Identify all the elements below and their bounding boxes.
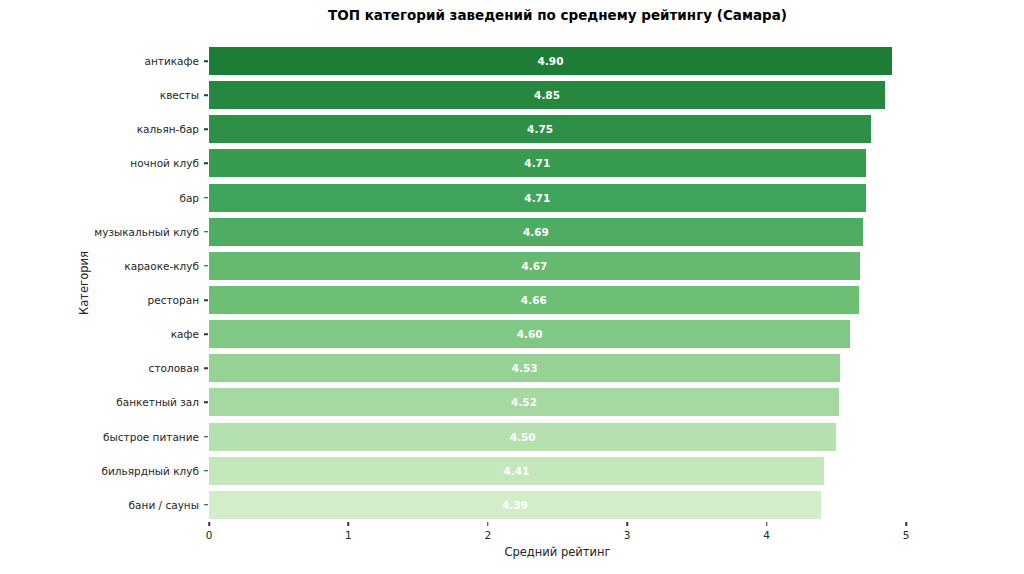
bar: 4.60 <box>209 320 850 348</box>
bar: 4.66 <box>209 286 859 314</box>
y-tick-mark <box>204 231 208 233</box>
bar-value-label: 4.75 <box>527 123 553 135</box>
x-tick-mark <box>766 522 768 526</box>
x-tick-mark <box>348 522 350 526</box>
category-label: быстрое питание <box>103 431 199 443</box>
chart-row: квесты4.85 <box>209 78 906 112</box>
x-tick-label: 1 <box>345 529 352 541</box>
chart-row: быстрое питание4.50 <box>209 420 906 454</box>
y-tick-mark <box>204 436 208 438</box>
bar-value-label: 4.52 <box>511 396 537 408</box>
category-label: бар <box>179 192 199 204</box>
category-label: караоке-клуб <box>124 260 199 272</box>
y-tick-mark <box>204 265 208 267</box>
x-tick-label: 0 <box>206 529 213 541</box>
y-tick-mark <box>204 504 208 506</box>
chart-row: караоке-клуб4.67 <box>209 249 906 283</box>
chart-title: ТОП категорий заведений по среднему рейт… <box>209 7 906 23</box>
bar-value-label: 4.67 <box>522 260 548 272</box>
chart-row: ночной клуб4.71 <box>209 146 906 180</box>
y-tick-mark <box>204 402 208 404</box>
figure: ТОП категорий заведений по среднему рейт… <box>0 0 1024 574</box>
bar-value-label: 4.41 <box>503 465 529 477</box>
chart-row: банкетный зал4.52 <box>209 385 906 419</box>
y-tick-mark <box>204 163 208 165</box>
x-tick-label: 4 <box>763 529 770 541</box>
category-label: квесты <box>160 89 199 101</box>
category-label: бани / сауны <box>129 499 199 511</box>
bar: 4.75 <box>209 115 871 143</box>
category-label: банкетный зал <box>116 396 199 408</box>
y-tick-mark <box>204 94 208 96</box>
bar: 4.50 <box>209 423 836 451</box>
category-label: музыкальный клуб <box>94 226 199 238</box>
bar: 4.69 <box>209 218 863 246</box>
x-tick-mark <box>905 522 907 526</box>
bar-value-label: 4.71 <box>524 192 550 204</box>
x-axis-title: Средний рейтинг <box>209 545 906 559</box>
category-label: кафе <box>171 328 199 340</box>
x-tick-label: 3 <box>624 529 631 541</box>
bar: 4.53 <box>209 354 840 382</box>
y-tick-mark <box>204 299 208 301</box>
y-tick-mark <box>204 60 208 62</box>
category-label: столовая <box>149 362 199 374</box>
x-tick-label: 5 <box>903 529 910 541</box>
bar: 4.67 <box>209 252 860 280</box>
chart-row: кафе4.60 <box>209 317 906 351</box>
x-tick-label: 2 <box>484 529 491 541</box>
y-tick-mark <box>204 470 208 472</box>
bar-value-label: 4.69 <box>523 226 549 238</box>
bar: 4.41 <box>209 457 824 485</box>
y-tick-mark <box>204 129 208 131</box>
bar: 4.85 <box>209 81 885 109</box>
chart-row: столовая4.53 <box>209 351 906 385</box>
x-tick-mark <box>626 522 628 526</box>
bar-value-label: 4.71 <box>524 157 550 169</box>
chart-row: бильярдный клуб4.41 <box>209 454 906 488</box>
x-tick-mark <box>208 522 210 526</box>
category-label: бильярдный клуб <box>102 465 200 477</box>
bar: 4.71 <box>209 184 866 212</box>
category-label: ресторан <box>148 294 199 306</box>
y-axis-title: Категория <box>76 44 92 522</box>
bar-value-label: 4.53 <box>512 362 538 374</box>
bar-value-label: 4.60 <box>517 328 543 340</box>
bar-value-label: 4.90 <box>538 55 564 67</box>
chart-row: ресторан4.66 <box>209 283 906 317</box>
chart-row: бар4.71 <box>209 181 906 215</box>
category-label: антикафе <box>145 55 199 67</box>
category-label: кальян-бар <box>137 123 199 135</box>
bar-value-label: 4.50 <box>510 431 536 443</box>
y-tick-mark <box>204 197 208 199</box>
plot-area: антикафе4.90квесты4.85кальян-бар4.75ночн… <box>209 44 906 522</box>
chart-row: бани / сауны4.39 <box>209 488 906 522</box>
bar: 4.71 <box>209 149 866 177</box>
chart-row: музыкальный клуб4.69 <box>209 215 906 249</box>
bar-value-label: 4.66 <box>521 294 547 306</box>
bar: 4.52 <box>209 388 839 416</box>
plot-rows: антикафе4.90квесты4.85кальян-бар4.75ночн… <box>209 44 906 522</box>
y-axis-title-text: Категория <box>77 251 91 315</box>
bar-value-label: 4.85 <box>534 89 560 101</box>
bar: 4.39 <box>209 491 821 519</box>
bar: 4.90 <box>209 47 892 75</box>
y-tick-mark <box>204 333 208 335</box>
chart-row: антикафе4.90 <box>209 44 906 78</box>
category-label: ночной клуб <box>130 157 199 169</box>
chart-row: кальян-бар4.75 <box>209 112 906 146</box>
y-tick-mark <box>204 368 208 370</box>
x-tick-mark <box>487 522 489 526</box>
bar-value-label: 4.39 <box>502 499 528 511</box>
